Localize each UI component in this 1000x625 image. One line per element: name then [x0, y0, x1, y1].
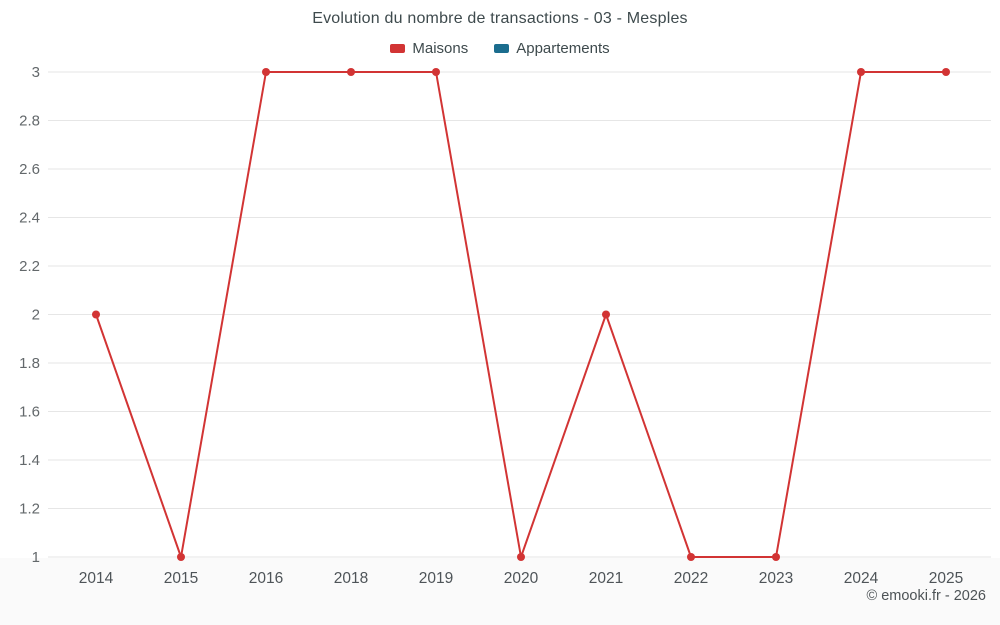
- svg-text:2022: 2022: [674, 570, 708, 587]
- svg-text:2016: 2016: [249, 570, 283, 587]
- chart-title: Evolution du nombre de transactions - 03…: [312, 10, 688, 27]
- svg-text:2021: 2021: [589, 570, 623, 587]
- svg-text:2.2: 2.2: [19, 258, 40, 275]
- gridlines: [48, 71, 991, 558]
- svg-text:1.8: 1.8: [19, 355, 40, 372]
- legend-label-appartements: Appartements: [516, 40, 610, 57]
- y-axis-labels: 1 1.2 1.4 1.6 1.8 2 2.2 2.4 2.6 2.8 3: [19, 64, 40, 566]
- svg-text:2.8: 2.8: [19, 113, 40, 130]
- chart-legend: Maisons Appartements: [0, 40, 1000, 57]
- series-points-maisons: [92, 68, 950, 561]
- legend-label-maisons: Maisons: [412, 40, 469, 57]
- svg-text:2.6: 2.6: [19, 161, 40, 178]
- svg-text:1: 1: [32, 549, 40, 566]
- maisons-swatch-icon: [390, 44, 406, 53]
- legend-item-maisons[interactable]: Maisons: [390, 40, 468, 57]
- svg-text:1.6: 1.6: [19, 404, 40, 421]
- svg-text:2018: 2018: [334, 570, 368, 587]
- svg-text:3: 3: [32, 64, 40, 81]
- svg-text:2020: 2020: [504, 570, 539, 587]
- svg-text:2014: 2014: [79, 570, 114, 587]
- copyright-text: © emooki.fr - 2026: [866, 588, 986, 604]
- x-axis-band: [0, 558, 1000, 625]
- svg-text:2023: 2023: [759, 570, 793, 587]
- appartements-swatch-icon: [494, 44, 510, 53]
- svg-text:2025: 2025: [929, 570, 963, 587]
- svg-text:2019: 2019: [419, 570, 453, 587]
- x-axis-labels: 2014 2015 2016 2018 2019 2020 2021 2022 2023 2024…: [79, 570, 963, 587]
- svg-text:2015: 2015: [164, 570, 198, 587]
- svg-text:1.4: 1.4: [19, 452, 40, 469]
- legend-item-appartements[interactable]: Appartements: [494, 40, 610, 57]
- svg-text:2.4: 2.4: [19, 210, 40, 227]
- svg-text:2: 2: [32, 307, 40, 324]
- svg-text:1.2: 1.2: [19, 501, 40, 518]
- svg-text:2024: 2024: [844, 570, 879, 587]
